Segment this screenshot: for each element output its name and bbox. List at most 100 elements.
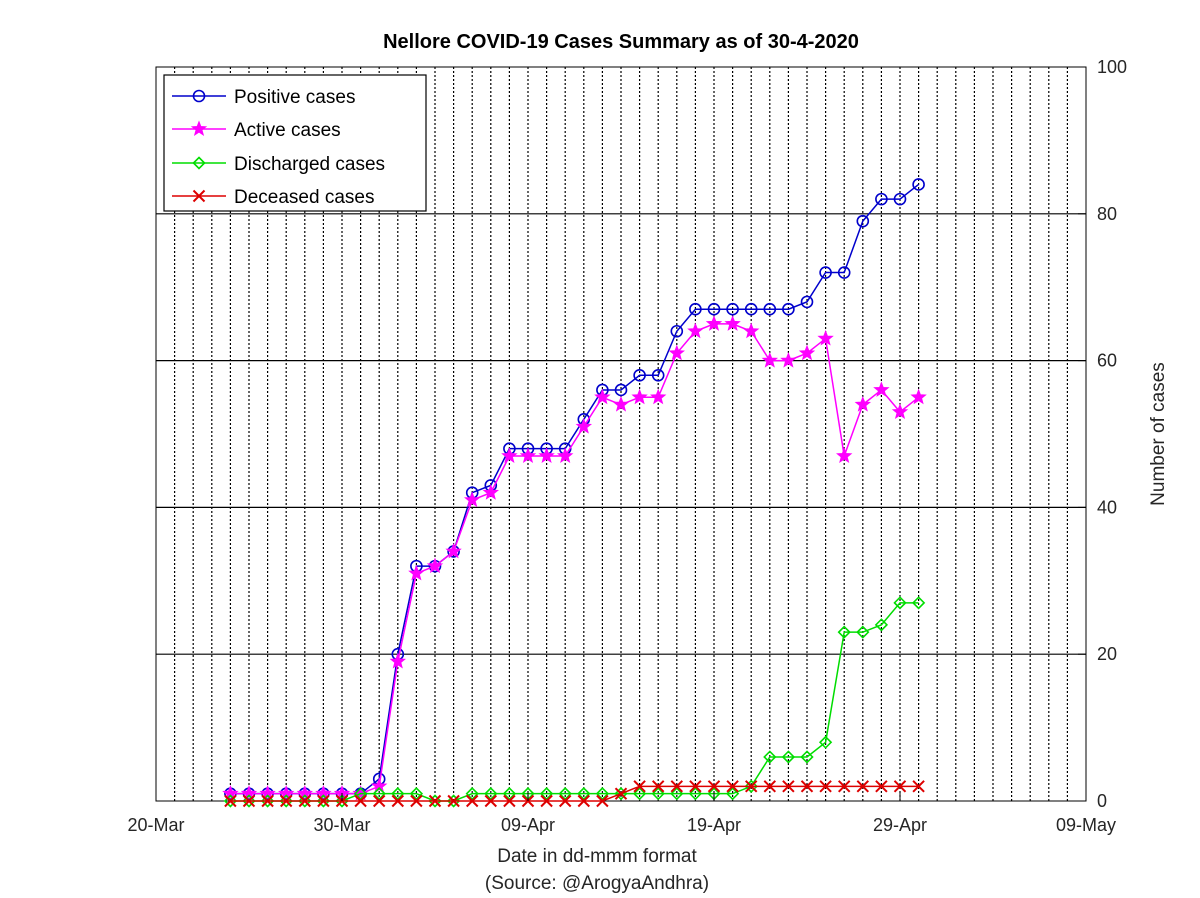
data-point-positive [837,266,851,279]
x-tick-label: 09-Apr [501,815,555,835]
data-point-discharged [725,787,740,801]
data-point-positive [633,368,646,382]
data-point-discharged [744,779,758,793]
legend-entry-discharged: Discharged cases [172,154,385,175]
data-point-active [780,351,797,368]
legend-label-active: Active cases [234,120,341,141]
data-point-active [557,447,574,463]
x-tick-label: 30-Mar [313,815,370,835]
data-point-discharged [260,794,275,808]
data-point-deceased [726,780,739,793]
data-point-deceased [242,794,256,808]
data-point-active [389,652,406,669]
data-point-positive [893,192,907,206]
data-point-deceased [614,787,628,800]
series-deceased [224,780,925,808]
data-point-positive [856,214,870,228]
y-tick-label: 0 [1097,791,1107,811]
x-tick-label: 09-May [1056,815,1116,835]
data-point-discharged [595,787,610,801]
legend-entry-deceased: Deceased cases [172,187,374,208]
data-point-discharged [874,618,889,632]
data-point-active [501,447,518,463]
series-active [222,315,927,801]
data-point-deceased [912,780,925,793]
data-point-positive [707,302,721,316]
x-tick-label: 29-Apr [873,815,927,835]
data-point-discharged [391,787,405,801]
data-point-deceased [596,794,609,808]
y-tick-label: 40 [1097,497,1117,517]
data-point-discharged [781,750,796,764]
data-point-deceased [224,794,237,808]
data-point-deceased [279,794,293,808]
data-point-active [743,322,760,339]
data-point-discharged [409,787,424,801]
data-point-deceased [465,794,479,808]
data-point-discharged [372,787,386,801]
data-point-deceased [875,780,888,793]
data-point-positive [763,302,777,316]
series-line-deceased [230,785,919,802]
data-point-discharged [484,787,498,801]
data-point-active [519,447,537,463]
series-layer [222,178,927,808]
data-point-active [891,403,909,419]
x-axis-source-label: (Source: @ArogyaAndhra) [485,873,709,894]
data-point-active [854,396,871,412]
data-point-positive [912,178,925,191]
data-point-discharged [670,787,684,801]
data-point-deceased [261,794,274,808]
data-point-discharged [837,625,851,639]
data-point-deceased [540,794,553,808]
data-point-active [259,785,276,801]
data-point-active [687,322,704,339]
data-point-deceased [689,780,702,793]
legend-marker-discharged [192,156,206,170]
data-point-positive [726,302,739,316]
data-point-deceased [633,780,646,793]
data-point-active [650,388,667,405]
data-point-discharged [651,787,665,801]
data-point-active [631,388,648,405]
legend-sample-active [172,120,226,136]
legend-label-positive: Positive cases [234,87,355,108]
data-point-deceased [800,780,814,793]
legend-label-deceased: Deceased cases [234,187,374,208]
legend-entry-positive: Positive cases [172,87,355,108]
data-point-deceased [354,794,367,808]
data-point-discharged [502,787,517,801]
data-point-deceased [837,780,851,793]
legend-sample-discharged [172,156,226,170]
data-point-active [836,447,853,463]
data-point-discharged [688,787,703,801]
data-point-discharged [893,596,907,610]
y-tick-label: 100 [1097,57,1127,77]
legend-box [163,74,427,212]
data-point-active [705,315,723,331]
data-point-deceased [819,780,832,793]
data-point-discharged [428,794,442,808]
grid-layer [156,67,1086,801]
data-point-discharged [763,750,777,764]
data-point-active [761,351,778,368]
data-point-active [538,447,555,463]
data-point-active [240,785,258,801]
data-point-deceased [372,794,386,808]
data-point-deceased [503,794,516,808]
data-point-active [296,785,313,801]
data-point-active [482,484,499,500]
plot-frame [155,66,1087,802]
y-tick-label: 80 [1097,204,1117,224]
y-tick-label: 60 [1097,351,1117,371]
data-point-active [612,396,630,412]
data-point-discharged [800,750,814,764]
data-point-deceased [651,780,665,793]
x-tick-label: 20-Mar [127,815,184,835]
data-point-discharged [818,735,833,749]
data-point-deceased [893,780,907,793]
y-axis-label: Number of cases [1148,362,1169,506]
legend-sample-positive [172,89,226,103]
legend-label-discharged: Discharged cases [234,154,385,175]
data-point-active [315,785,332,801]
